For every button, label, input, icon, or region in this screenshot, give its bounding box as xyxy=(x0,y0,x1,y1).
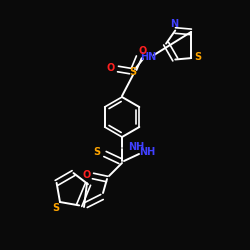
Text: NH: NH xyxy=(139,147,155,157)
Text: S: S xyxy=(130,67,136,77)
Text: HN: HN xyxy=(140,52,156,62)
Text: O: O xyxy=(139,46,147,56)
Text: N: N xyxy=(170,20,178,30)
Text: NH: NH xyxy=(128,142,144,152)
Text: S: S xyxy=(52,203,60,213)
Text: S: S xyxy=(94,147,100,157)
Text: O: O xyxy=(107,63,115,73)
Text: S: S xyxy=(194,52,202,62)
Text: O: O xyxy=(83,170,91,180)
